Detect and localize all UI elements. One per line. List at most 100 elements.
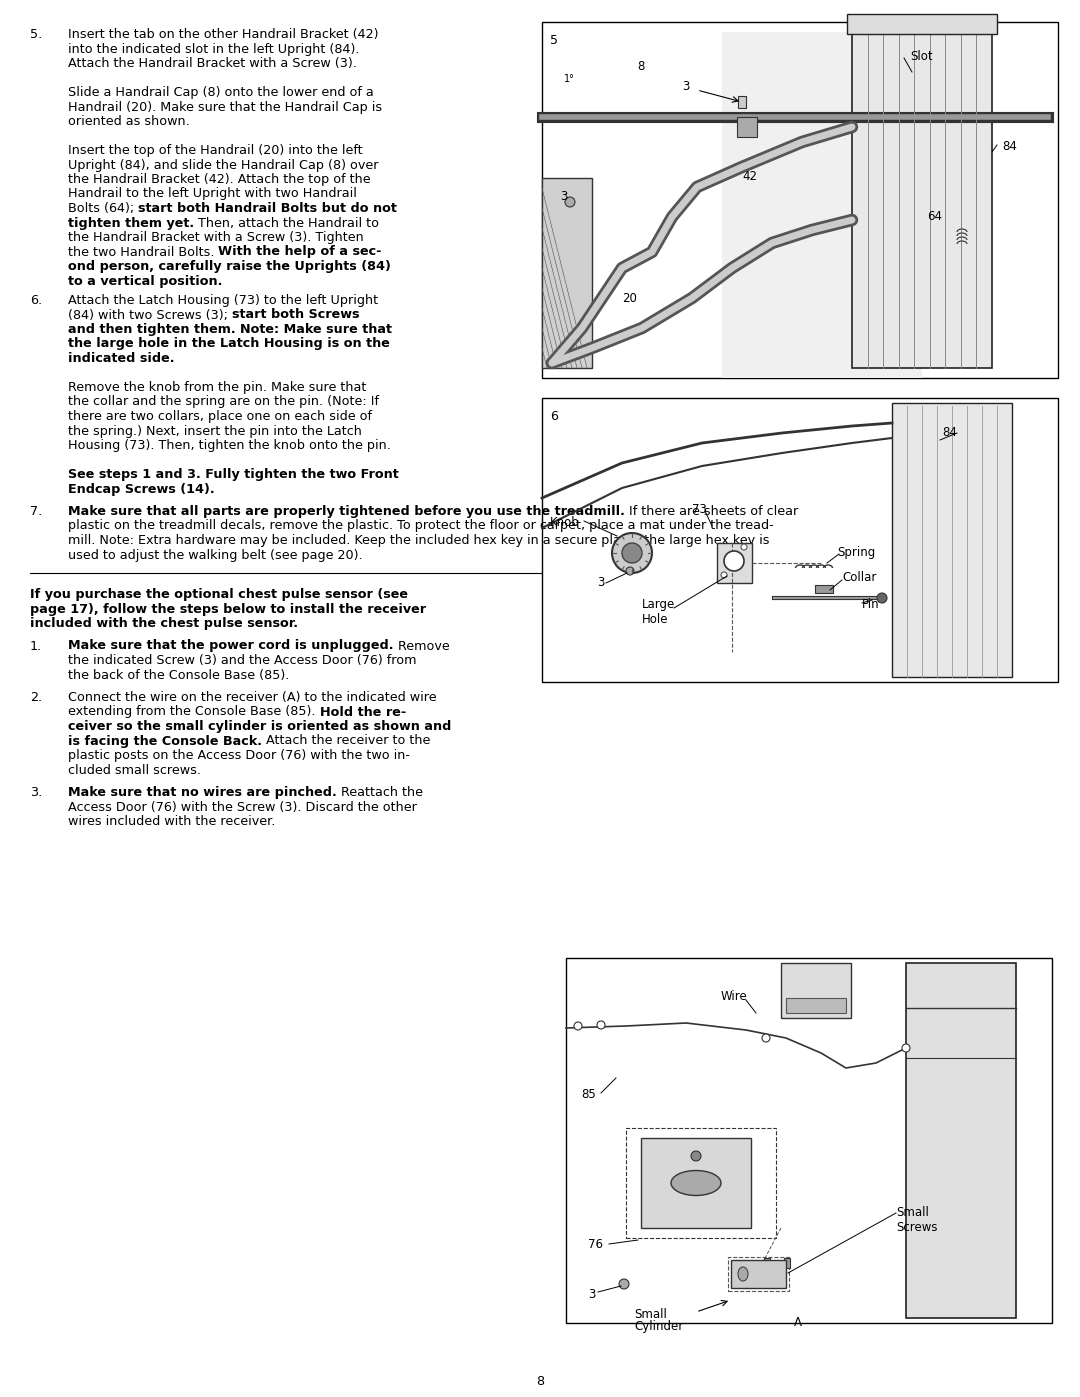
Bar bbox=[784, 1259, 789, 1268]
Text: Pin: Pin bbox=[862, 598, 879, 610]
Text: 64: 64 bbox=[927, 210, 942, 224]
Text: 3: 3 bbox=[588, 1288, 595, 1301]
Text: there are two collars, place one on each side of: there are two collars, place one on each… bbox=[68, 409, 372, 423]
Text: 8: 8 bbox=[536, 1375, 544, 1389]
Text: 3: 3 bbox=[561, 190, 567, 203]
Bar bbox=[731, 1260, 786, 1288]
Bar bbox=[786, 997, 846, 1013]
Circle shape bbox=[691, 1151, 701, 1161]
Text: 85: 85 bbox=[581, 1088, 596, 1101]
Text: Note: Make sure that: Note: Make sure that bbox=[240, 323, 392, 337]
Text: Hold the re-: Hold the re- bbox=[320, 705, 406, 718]
Bar bbox=[542, 398, 1058, 682]
Circle shape bbox=[619, 1280, 629, 1289]
Text: Knob: Knob bbox=[550, 515, 580, 529]
Text: the large hole in the Latch Housing is on the: the large hole in the Latch Housing is o… bbox=[68, 338, 390, 351]
Text: 84: 84 bbox=[942, 426, 957, 439]
Circle shape bbox=[626, 567, 634, 576]
Text: 20: 20 bbox=[622, 292, 637, 305]
Text: the collar and the spring are on the pin. (Note: If: the collar and the spring are on the pin… bbox=[68, 395, 379, 408]
Text: Large: Large bbox=[642, 598, 675, 610]
Text: Handrail (20). Make sure that the Handrail Cap is: Handrail (20). Make sure that the Handra… bbox=[68, 101, 382, 113]
Text: With the help of a sec-: With the help of a sec- bbox=[218, 246, 382, 258]
Circle shape bbox=[877, 592, 887, 604]
Text: Endcap Screws (14).: Endcap Screws (14). bbox=[68, 482, 215, 496]
Text: Upright (84), and slide the Handrail Cap (8) over: Upright (84), and slide the Handrail Cap… bbox=[68, 158, 378, 172]
Text: See steps 1 and 3. Fully tighten the two Front: See steps 1 and 3. Fully tighten the two… bbox=[68, 468, 399, 481]
Text: 1.: 1. bbox=[30, 640, 42, 652]
Ellipse shape bbox=[738, 1267, 748, 1281]
Bar bbox=[737, 117, 757, 137]
Text: Bolts (64);: Bolts (64); bbox=[68, 203, 138, 215]
Text: Connect the wire on the receiver (A) to the indicated wire: Connect the wire on the receiver (A) to … bbox=[68, 692, 436, 704]
Text: ond person, carefully raise the Uprights (84): ond person, carefully raise the Uprights… bbox=[68, 260, 391, 272]
Bar bbox=[717, 543, 752, 583]
Text: Housing (73). Then, tighten the knob onto the pin.: Housing (73). Then, tighten the knob ont… bbox=[68, 439, 391, 453]
Bar bbox=[566, 958, 1052, 1323]
Text: 42: 42 bbox=[742, 170, 757, 183]
Text: Screws: Screws bbox=[896, 1221, 937, 1234]
Text: 5: 5 bbox=[550, 34, 558, 47]
Text: to a vertical position.: to a vertical position. bbox=[68, 274, 222, 288]
Text: Cylinder: Cylinder bbox=[634, 1320, 684, 1333]
Circle shape bbox=[721, 571, 727, 578]
Text: Reattach the: Reattach the bbox=[337, 787, 422, 799]
Text: cluded small screws.: cluded small screws. bbox=[68, 764, 201, 777]
Text: 7.: 7. bbox=[30, 504, 42, 518]
Text: Remove the knob from the pin. Make sure that: Remove the knob from the pin. Make sure … bbox=[68, 381, 366, 394]
Text: is facing the Console Back.: is facing the Console Back. bbox=[68, 735, 262, 747]
Text: start both Handrail Bolts but do not: start both Handrail Bolts but do not bbox=[138, 203, 397, 215]
Text: 8: 8 bbox=[637, 60, 645, 73]
Text: 6.: 6. bbox=[30, 293, 42, 307]
Text: Slot: Slot bbox=[910, 50, 933, 63]
Text: indicated side.: indicated side. bbox=[68, 352, 175, 365]
Text: Small: Small bbox=[896, 1206, 929, 1220]
Text: Small: Small bbox=[634, 1308, 666, 1322]
Text: tighten them yet.: tighten them yet. bbox=[68, 217, 194, 229]
Bar bbox=[892, 402, 1012, 678]
Polygon shape bbox=[542, 177, 592, 367]
Circle shape bbox=[762, 1034, 770, 1042]
Text: Access Door (76) with the Screw (3). Discard the other: Access Door (76) with the Screw (3). Dis… bbox=[68, 800, 417, 813]
Text: wires included with the receiver.: wires included with the receiver. bbox=[68, 814, 275, 828]
Circle shape bbox=[565, 197, 575, 207]
Text: the indicated Screw (3) and the Access Door (76) from: the indicated Screw (3) and the Access D… bbox=[68, 654, 417, 666]
Text: Insert the top of the Handrail (20) into the left: Insert the top of the Handrail (20) into… bbox=[68, 144, 363, 156]
Text: and then tighten them.: and then tighten them. bbox=[68, 323, 240, 337]
Bar bbox=[542, 22, 1058, 379]
Text: 5.: 5. bbox=[30, 28, 42, 41]
Text: 2.: 2. bbox=[30, 692, 42, 704]
Text: Attach the Latch Housing (73) to the left Upright: Attach the Latch Housing (73) to the lef… bbox=[68, 293, 378, 307]
Text: oriented as shown.: oriented as shown. bbox=[68, 115, 190, 129]
Bar bbox=[626, 1127, 777, 1238]
Text: page 17), follow the steps below to install the receiver: page 17), follow the steps below to inst… bbox=[30, 602, 427, 616]
Text: 3: 3 bbox=[597, 576, 605, 590]
Text: 1°: 1° bbox=[564, 74, 575, 84]
Text: If there are sheets of clear: If there are sheets of clear bbox=[625, 504, 798, 518]
Text: the Handrail Bracket with a Screw (3). Tighten: the Handrail Bracket with a Screw (3). T… bbox=[68, 231, 364, 244]
Text: ceiver so the small cylinder is oriented as shown and: ceiver so the small cylinder is oriented… bbox=[68, 719, 451, 733]
Circle shape bbox=[902, 1044, 910, 1052]
Bar bbox=[815, 585, 833, 592]
Bar bbox=[738, 96, 746, 108]
Text: (84) with two Screws (3);: (84) with two Screws (3); bbox=[68, 309, 232, 321]
Text: plastic posts on the Access Door (76) with the two in-: plastic posts on the Access Door (76) wi… bbox=[68, 749, 410, 761]
Text: Wire: Wire bbox=[721, 990, 747, 1003]
Text: start both Screws: start both Screws bbox=[232, 309, 360, 321]
Text: into the indicated slot in the left Upright (84).: into the indicated slot in the left Upri… bbox=[68, 42, 360, 56]
Bar bbox=[852, 32, 993, 367]
Text: 3.: 3. bbox=[30, 787, 42, 799]
Text: Make sure that the power cord is unplugged.: Make sure that the power cord is unplugg… bbox=[68, 640, 393, 652]
Text: plastic on the treadmill decals, remove the plastic. To protect the floor or car: plastic on the treadmill decals, remove … bbox=[68, 520, 773, 532]
Bar bbox=[723, 32, 922, 379]
Bar bbox=[781, 963, 851, 1018]
Text: Then, attach the Handrail to: Then, attach the Handrail to bbox=[194, 217, 379, 229]
Text: Make sure that all parts are properly tightened before you use the treadmill.: Make sure that all parts are properly ti… bbox=[68, 504, 625, 518]
Text: Collar: Collar bbox=[842, 571, 876, 584]
Text: the spring.) Next, insert the pin into the Latch: the spring.) Next, insert the pin into t… bbox=[68, 425, 362, 437]
Text: mill. Note: Extra hardware may be included. Keep the included hex key in a secur: mill. Note: Extra hardware may be includ… bbox=[68, 534, 769, 548]
Text: Make sure that no wires are pinched.: Make sure that no wires are pinched. bbox=[68, 787, 337, 799]
Text: Handrail to the left Upright with two Handrail: Handrail to the left Upright with two Ha… bbox=[68, 187, 356, 201]
Bar bbox=[847, 14, 997, 34]
Text: the two Handrail Bolts.: the two Handrail Bolts. bbox=[68, 246, 218, 258]
